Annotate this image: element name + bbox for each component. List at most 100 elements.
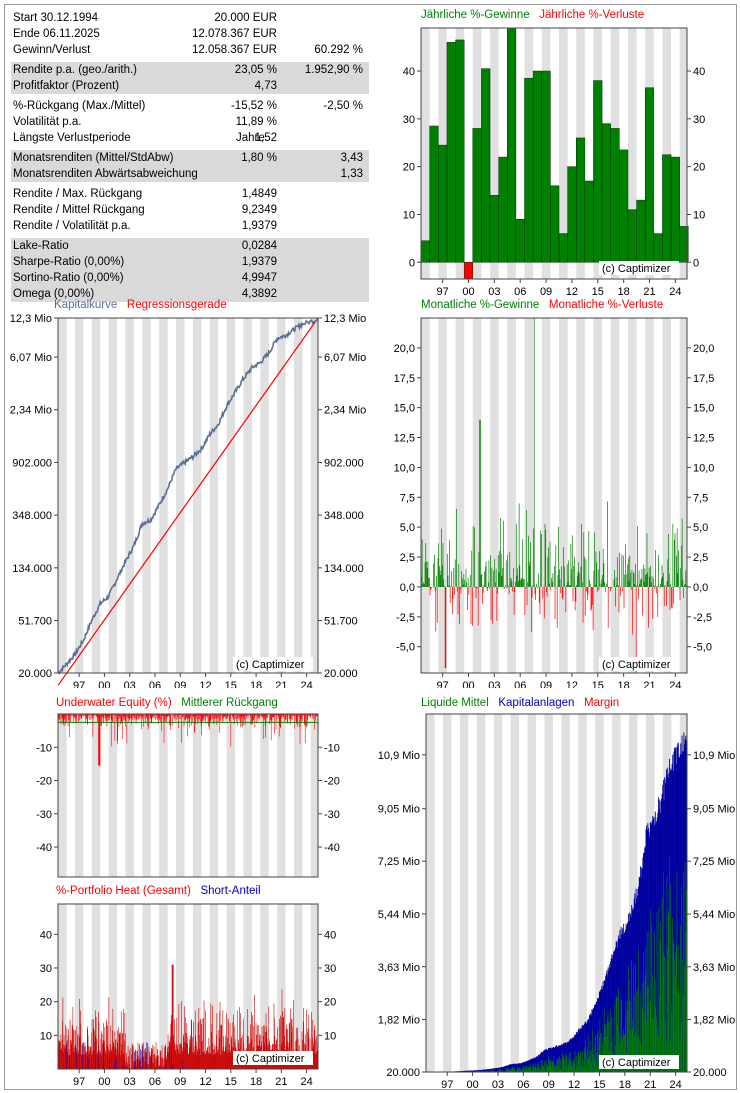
stat-label: Omega (0,00%) (13, 288, 95, 300)
stat-row: Sharpe-Ratio (0,00%) 1,9379 (11, 254, 369, 270)
x-tick-label: 00 (98, 1076, 110, 1088)
annual-gain-bar (481, 68, 491, 263)
stat-row: Sortino-Ratio (0,00%) 4,9947 (11, 270, 369, 286)
stat-value-secondary: 3,43 (340, 152, 363, 164)
x-tick-label: 12 (566, 286, 578, 296)
annual-gain-bar (472, 128, 482, 263)
stat-value: 1,52 (254, 132, 277, 144)
y-tick-label-left: 5,0 (400, 522, 415, 534)
annual-gain-bar (584, 180, 594, 263)
annual-gain-bar (679, 226, 689, 263)
stat-value: 20.000 EUR (214, 12, 277, 24)
annual-gain-bar (627, 209, 637, 263)
y-tick-label-right: -30 (324, 809, 340, 821)
stat-row: Start 30.12.1994 20.000 EUR (11, 10, 369, 26)
y-tick-label-left: 12,3 Mio (10, 313, 52, 325)
x-tick-label: 00 (462, 680, 474, 688)
y-tick-label-right: 902.000 (324, 457, 364, 469)
x-tick-label: 24 (301, 680, 313, 688)
y-tick-label-right: 30 (693, 114, 705, 126)
year-stripe (277, 904, 286, 1069)
x-tick-label: 06 (514, 680, 526, 688)
annual-gain-bar (429, 125, 439, 263)
equity-panel: Kapitalkurve Regressionsgerade 20.000 20.… (4, 296, 376, 688)
stat-row: Rendite p.a. (geo./arith.) 23,05 % 1.952,9… (11, 62, 369, 78)
monthly-returns-chart: -5,0 -5,0 -2,5 -2,5 0,0 0,0 2,5 2,5 5,0 5,0 7,5 7,5… (394, 317, 714, 688)
year-stripe (610, 318, 620, 673)
stat-label: Rendite p.a. (geo./arith.) (13, 64, 138, 76)
stat-value: 12.058.367 EUR (191, 44, 277, 56)
x-tick-label: 24 (669, 286, 681, 296)
year-stripe (58, 904, 67, 1069)
y-tick-label-left: 2,5 (400, 552, 415, 564)
y-tick-label-right: 5,44 Mio (693, 909, 735, 921)
equity-curve-line (57, 318, 319, 675)
stat-label: Längste Verlustperiode (13, 132, 131, 144)
year-stripe (142, 318, 151, 673)
heat-title: %-Portfolio Heat (Gesamt) (56, 885, 191, 897)
equity-curve-chart: 20.000 20.000 51.700 51.700 134.000 134.000 34… (10, 313, 366, 688)
monthly-returns-panel: Monatliche %-Gewinne Monatliche %-Verlus… (376, 296, 736, 688)
x-tick-label: 97 (441, 1079, 453, 1090)
y-tick-label-right: 9,05 Mio (693, 804, 735, 816)
y-tick-label-left: 20,0 (394, 343, 415, 355)
stat-label: %-Rückgang (Max./Mittel) (13, 100, 146, 112)
year-stripe (226, 714, 236, 877)
year-stripe (277, 714, 286, 877)
year-stripe (243, 714, 252, 877)
year-stripe (209, 714, 219, 877)
annual-gain-bar (541, 70, 551, 263)
year-stripe (612, 714, 621, 1072)
year-stripe (544, 714, 553, 1072)
x-tick-label: 21 (643, 680, 655, 688)
x-tick-label: 15 (592, 286, 604, 296)
stat-row: Monatsrenditen Abwärtsabweichung 1,33 (11, 166, 369, 182)
copyright-text: (c) Captimizer (236, 659, 305, 671)
stat-value: 1,80 % (241, 152, 277, 164)
plot-border (420, 317, 688, 674)
mean-drawdown-title: Mittlerer Rückgang (181, 697, 278, 709)
x-tick-label: 15 (225, 1076, 237, 1088)
y-tick-label-right: 40 (693, 66, 705, 78)
y-tick-label-left: 134.000 (12, 563, 52, 575)
year-stripe (558, 318, 568, 673)
x-tick-label: 00 (98, 680, 110, 688)
y-tick-label-right: -20 (324, 776, 340, 788)
year-stripe (524, 318, 534, 673)
copyright-text: (c) Captimizer (602, 659, 671, 671)
year-stripe (476, 714, 486, 1072)
y-tick-label-right: 0,0 (693, 582, 708, 594)
y-tick-label-right: 12,5 (693, 433, 714, 445)
y-tick-label-left: 0,0 (400, 582, 415, 594)
y-tick-label-left: 30 (40, 963, 52, 975)
y-tick-label-right: 2,34 Mio (324, 405, 366, 417)
underwater-panel: Underwater Equity (%) Mittlerer Rückgang… (4, 694, 376, 880)
year-stripe (260, 904, 269, 1069)
y-tick-label-right: 134.000 (324, 563, 364, 575)
year-stripe (438, 318, 447, 673)
year-stripe (125, 714, 134, 877)
stat-label: Start 30.12.1994 (13, 12, 99, 24)
y-tick-label-right: 10 (693, 209, 705, 221)
x-tick-label: 18 (250, 1076, 262, 1088)
y-tick-label-left: 15,0 (394, 403, 415, 415)
y-tick-label-left: 5,44 Mio (378, 909, 420, 921)
stat-row: Gewinn/Verlust 12.058.367 EUR 60.292 % (11, 42, 369, 58)
stat-label: Sortino-Ratio (0,00%) (13, 272, 124, 284)
y-tick-label-left: 40 (40, 929, 52, 941)
stat-value: 1,9379 (241, 256, 277, 268)
year-stripe (226, 318, 236, 673)
underwater-equity-chart: -10 -10 -20 -20 -30 -30 -40 -40 (36, 713, 340, 878)
y-tick-label-right: 20.000 (324, 668, 358, 680)
year-stripe (558, 28, 568, 279)
y-tick-label-right: 6,07 Mio (324, 352, 366, 364)
y-tick-label-left: -2,5 (396, 612, 415, 624)
year-stripe (108, 714, 118, 877)
year-stripe (627, 318, 637, 673)
copyright-bg (599, 1055, 679, 1069)
y-tick-label-right: 20 (324, 997, 336, 1009)
annual-gain-bar (455, 39, 465, 263)
copyright-text: (c) Captimizer (602, 1057, 671, 1069)
stat-row: Rendite / Volatilität p.a. 1,9379 (11, 218, 369, 234)
